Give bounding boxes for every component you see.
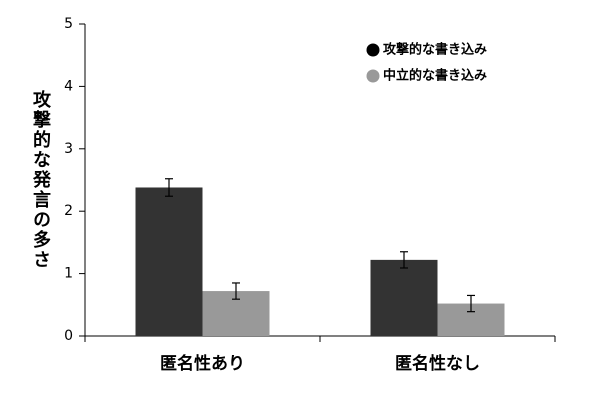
error-bar — [467, 294, 475, 313]
y-tick-label: 5 — [64, 16, 73, 32]
bar — [370, 259, 438, 336]
y-tick-label: 1 — [64, 266, 73, 282]
legend-marker — [366, 43, 380, 57]
y-tick-label: 2 — [64, 203, 73, 219]
x-tick-label: 匿名性なし — [395, 353, 480, 374]
y-tick-label: 4 — [64, 78, 73, 94]
y-axis-label: 攻撃的な発言の多さ — [30, 89, 52, 270]
error-bar — [232, 282, 240, 300]
x-tick-label: 匿名性あり — [160, 353, 245, 374]
bar — [135, 187, 203, 336]
error-bar — [400, 251, 408, 269]
y-tick-label: 3 — [64, 141, 73, 157]
error-bar — [165, 178, 173, 197]
legend-label: 中立的な書き込み — [383, 68, 487, 84]
y-tick-label: 0 — [64, 328, 73, 344]
legend-label: 攻撃的な書き込み — [383, 42, 487, 58]
legend-marker — [366, 69, 380, 83]
